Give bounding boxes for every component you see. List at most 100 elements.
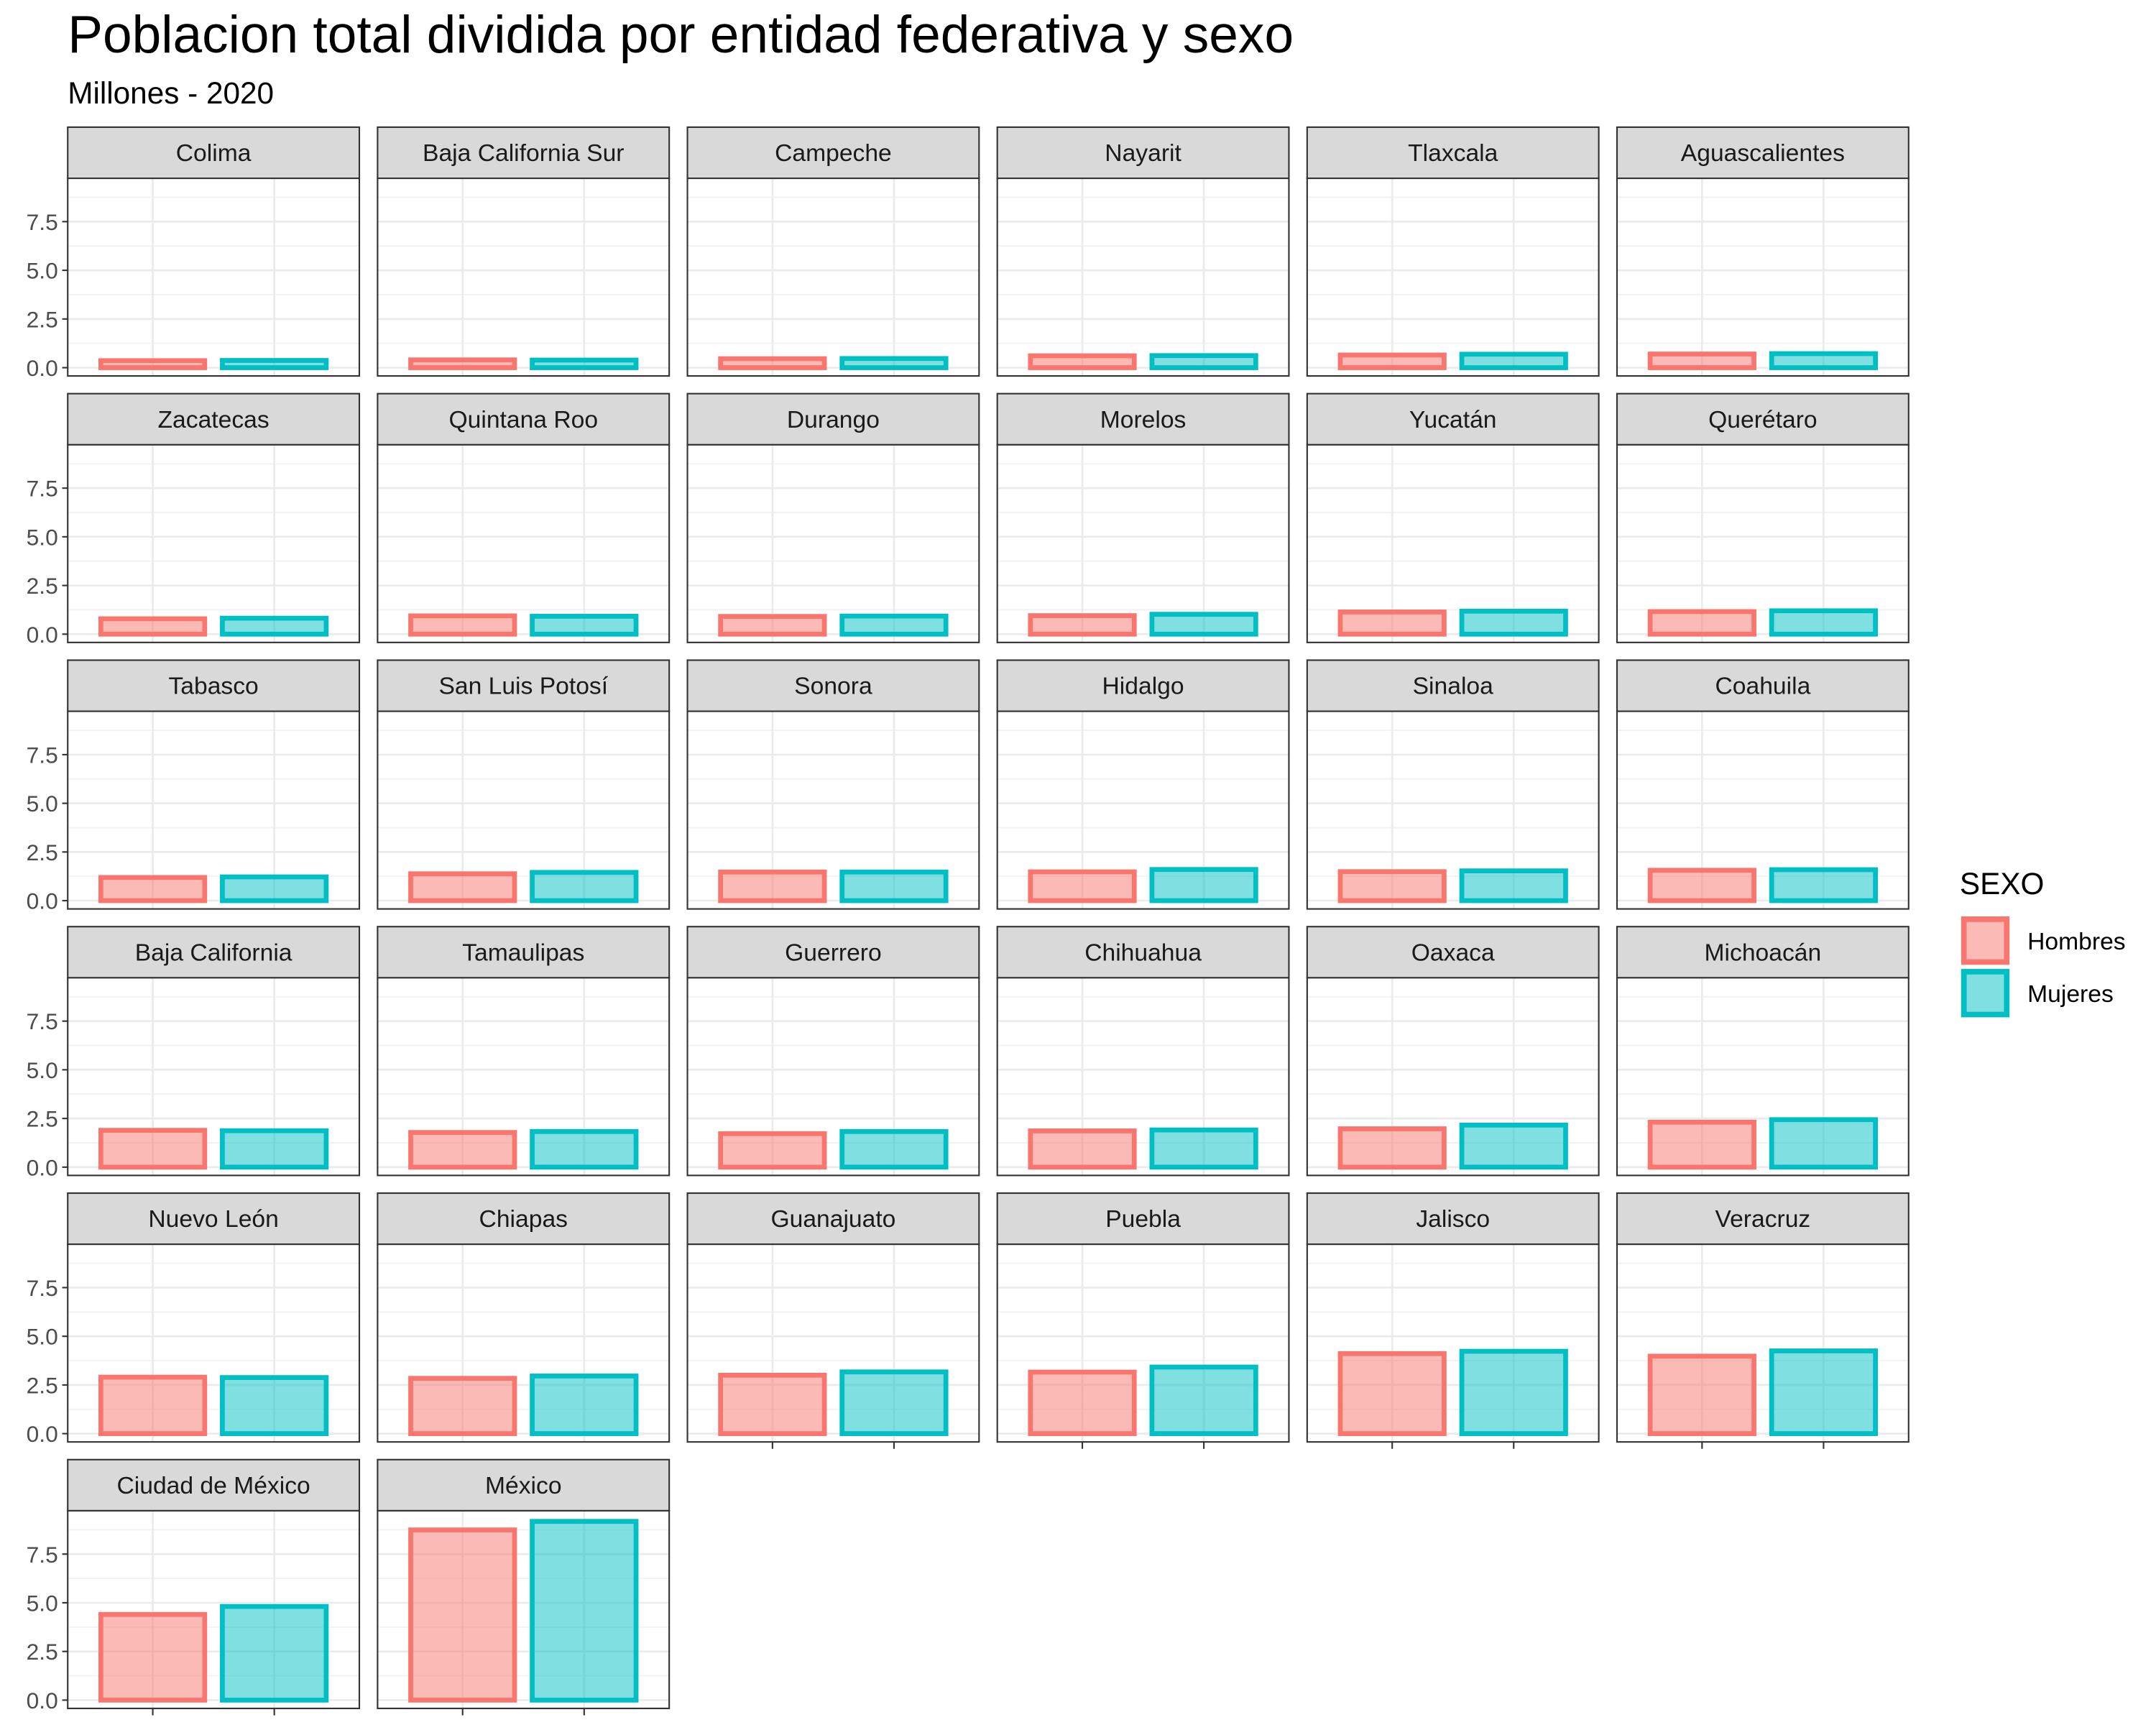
panel-border	[67, 977, 361, 1177]
facet-strip-label: Querétaro	[1708, 407, 1817, 433]
facet-strip-label: Puebla	[1105, 1206, 1181, 1233]
panel-border	[1616, 710, 1909, 910]
bar-sonora-hombres	[718, 869, 827, 903]
bar-zacatecas-mujeres	[220, 615, 329, 637]
facet-strip-label: Ciudad de México	[116, 1473, 310, 1499]
panel-border	[996, 1243, 1290, 1443]
bar-queretaro-mujeres	[1769, 608, 1879, 637]
bar-hidalgo-mujeres	[1149, 867, 1258, 903]
facet-strip-label: Michoacán	[1705, 939, 1822, 966]
y-tick-label: 5.0	[27, 1057, 58, 1083]
bar-san-luis-potosi-mujeres	[530, 870, 639, 903]
facet-guanajuato: Guanajuato	[686, 1192, 980, 1449]
facet-strip	[377, 1192, 671, 1246]
bar-coahuila-mujeres	[1769, 867, 1879, 903]
bar-colima-hombres	[98, 358, 208, 370]
facet-strip-label: Quintana Roo	[448, 407, 598, 433]
facet-panels: Colima 0.0 2.5 5.0 7.5 Baja California Sur Cam…	[27, 126, 1909, 1716]
facet-strip	[67, 1458, 361, 1512]
bar-oaxaca-hombres	[1337, 1126, 1447, 1170]
bar-durango-hombres	[718, 614, 827, 637]
bar-guerrero-hombres	[718, 1131, 827, 1170]
facet-chiapas: Chiapas	[377, 1192, 671, 1443]
facet-sinaloa: Sinaloa	[1306, 659, 1600, 910]
bar-veracruz-hombres	[1647, 1353, 1756, 1436]
facet-tlaxcala: Tlaxcala	[1306, 126, 1600, 377]
bar-guanajuato-hombres	[718, 1372, 827, 1436]
facet-nuevo-leon: Nuevo León 0.0 2.5 5.0 7.5	[27, 1192, 361, 1447]
facet-strip-label: Aguascalientes	[1681, 140, 1845, 167]
bar-oaxaca-mujeres	[1459, 1122, 1568, 1170]
bar-nayarit-hombres	[1028, 353, 1137, 370]
facet-strip	[1306, 392, 1600, 446]
facet-strip-label: Nuevo León	[148, 1206, 278, 1233]
bar-nuevo-leon-hombres	[98, 1374, 208, 1436]
facet-strip-label: Tabasco	[168, 673, 258, 700]
facet-strip-label: Sonora	[794, 673, 872, 700]
panel-border	[1616, 443, 1909, 643]
chart-subtitle: Millones - 2020	[68, 76, 274, 110]
facet-veracruz: Veracruz	[1616, 1192, 1909, 1449]
facet-strip-label: Yucatán	[1409, 407, 1497, 433]
plot-background	[997, 178, 1289, 377]
legend-label-hombres: Hombres	[2027, 929, 2125, 955]
panel-border	[686, 443, 980, 643]
bar-ciudad-de-mexico-hombres	[98, 1611, 208, 1703]
y-tick-label: 2.5	[27, 1639, 58, 1665]
facet-strip-label: Sinaloa	[1413, 673, 1494, 700]
facet-strip-label: Coahuila	[1715, 673, 1810, 700]
panel-border	[1306, 178, 1600, 377]
bar-colima-mujeres	[220, 358, 329, 370]
panel-border	[1306, 443, 1600, 643]
bar-aguascalientes-mujeres	[1769, 351, 1879, 370]
bar-zacatecas-hombres	[98, 616, 208, 637]
bar-nuevo-leon-mujeres	[220, 1375, 329, 1436]
bar-yucatan-hombres	[1337, 610, 1447, 637]
bar-coahuila-hombres	[1647, 868, 1756, 903]
panel-border	[996, 178, 1290, 377]
bar-sonora-mujeres	[839, 869, 949, 903]
facet-strip-label: Baja California	[135, 939, 292, 966]
facet-strip	[1306, 1192, 1600, 1246]
facet-aguascalientes: Aguascalientes	[1616, 126, 1909, 377]
facet-strip	[377, 392, 671, 446]
facet-strip-label: Chihuahua	[1084, 939, 1202, 966]
plot-background	[1307, 178, 1599, 377]
y-tick-label: 7.5	[27, 1275, 58, 1301]
bar-baja-california-hombres	[98, 1128, 208, 1170]
panel-border	[67, 1243, 361, 1443]
facet-quintana-roo: Quintana Roo	[377, 392, 671, 643]
panel-border	[67, 710, 361, 910]
y-tick-label: 0.0	[27, 1421, 58, 1447]
bar-guerrero-mujeres	[839, 1128, 949, 1170]
bar-tamaulipas-hombres	[408, 1130, 517, 1170]
facet-coahuila: Coahuila	[1616, 659, 1909, 910]
bar-tlaxcala-mujeres	[1459, 351, 1568, 370]
bar-baja-california-mujeres	[220, 1128, 329, 1170]
facet-strip-label: Oaxaca	[1411, 939, 1495, 966]
y-tick-label: 0.0	[27, 1154, 58, 1180]
y-tick-label: 5.0	[27, 258, 58, 284]
bar-hidalgo-hombres	[1028, 869, 1137, 903]
facet-strip-label: Tlaxcala	[1408, 140, 1498, 167]
facet-morelos: Morelos	[996, 392, 1290, 643]
y-tick-label: 0.0	[27, 622, 58, 648]
y-tick-label: 2.5	[27, 1106, 58, 1132]
facet-queretaro: Querétaro	[1616, 392, 1909, 643]
facet-puebla: Puebla	[996, 1192, 1290, 1449]
panel-border	[377, 977, 671, 1177]
facet-strip	[377, 126, 671, 180]
panel-border	[67, 178, 361, 377]
bar-tlaxcala-hombres	[1337, 352, 1447, 370]
facet-strip-label: Jalisco	[1416, 1206, 1490, 1233]
facet-strip	[686, 126, 980, 180]
facet-strip	[1306, 659, 1600, 712]
panel-border	[1306, 710, 1600, 910]
bar-campeche-hombres	[718, 356, 827, 370]
facet-tamaulipas: Tamaulipas	[377, 926, 671, 1177]
panel-border	[686, 178, 980, 377]
bar-queretaro-hombres	[1647, 609, 1756, 637]
y-tick-label: 5.0	[27, 1324, 58, 1350]
facet-colima: Colima 0.0 2.5 5.0 7.5	[27, 126, 361, 381]
